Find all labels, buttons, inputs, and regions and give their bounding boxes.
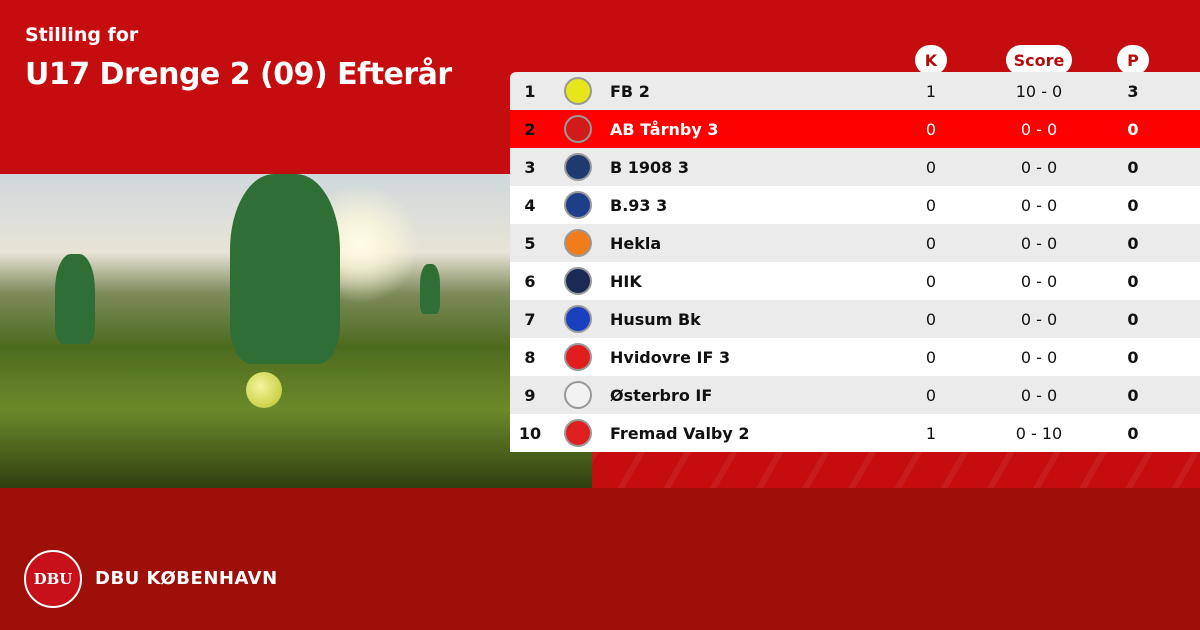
- football-photo: [0, 174, 592, 488]
- player-figure: [420, 264, 440, 314]
- matches-played: 0: [925, 271, 937, 291]
- team-name: Husum Bk: [610, 309, 701, 329]
- table-row[interactable]: 4 B.93 3 0 0 - 0 0: [510, 186, 1200, 224]
- rank: 1: [524, 81, 536, 101]
- team-logo-icon: [564, 115, 592, 143]
- matches-played: 1: [925, 423, 937, 443]
- goal-score: 0 - 0: [1020, 233, 1058, 253]
- team-logo-icon: [564, 305, 592, 333]
- footer-background: [0, 488, 1200, 630]
- background-pattern: [592, 452, 1200, 488]
- rank: 9: [524, 385, 536, 405]
- page-title: U17 Drenge 2 (09) Efterår: [25, 57, 452, 92]
- team-logo-icon: [564, 419, 592, 447]
- rank: 5: [524, 233, 536, 253]
- matches-played: 1: [925, 81, 937, 101]
- rank: 7: [524, 309, 536, 329]
- brand-name: DBU KØBENHAVN: [95, 568, 278, 589]
- rank: 2: [524, 119, 536, 139]
- team-name: Fremad Valby 2: [610, 423, 750, 443]
- team-name: HIK: [610, 271, 642, 291]
- table-row[interactable]: 8 Hvidovre IF 3 0 0 - 0 0: [510, 338, 1200, 376]
- team-name: Hvidovre IF 3: [610, 347, 731, 367]
- team-logo-icon: [564, 267, 592, 295]
- team-name: FB 2: [610, 81, 650, 101]
- team-logo-icon: [564, 343, 592, 371]
- dbu-logo: DBU: [24, 550, 82, 608]
- rank: 4: [524, 195, 536, 215]
- matches-played: 0: [925, 195, 937, 215]
- column-header-k[interactable]: K: [915, 45, 947, 75]
- rank: 6: [524, 271, 536, 291]
- goal-score: 0 - 0: [1020, 347, 1058, 367]
- matches-played: 0: [925, 385, 937, 405]
- points: 0: [1127, 233, 1139, 253]
- table-row[interactable]: 2 AB Tårnby 3 0 0 - 0 0: [510, 110, 1200, 148]
- table-row[interactable]: 5 Hekla 0 0 - 0 0: [510, 224, 1200, 262]
- matches-played: 0: [925, 157, 937, 177]
- points: 0: [1127, 423, 1139, 443]
- goal-score: 0 - 0: [1020, 157, 1058, 177]
- points: 0: [1127, 309, 1139, 329]
- goal-score: 0 - 0: [1020, 195, 1058, 215]
- team-logo-icon: [564, 77, 592, 105]
- column-header-p[interactable]: P: [1117, 45, 1149, 75]
- points: 0: [1127, 271, 1139, 291]
- team-name: Hekla: [610, 233, 662, 253]
- team-logo-icon: [564, 381, 592, 409]
- points: 0: [1127, 195, 1139, 215]
- player-figure: [230, 174, 340, 364]
- goal-score: 0 - 0: [1020, 309, 1058, 329]
- matches-played: 0: [925, 309, 937, 329]
- rank: 10: [518, 423, 542, 443]
- team-name: B.93 3: [610, 195, 668, 215]
- matches-played: 0: [925, 119, 937, 139]
- team-logo-icon: [564, 191, 592, 219]
- football: [246, 372, 282, 408]
- goal-score: 0 - 10: [1015, 423, 1063, 443]
- column-header-score[interactable]: Score: [1006, 45, 1072, 75]
- goal-score: 0 - 0: [1020, 385, 1058, 405]
- page-subtitle: Stilling for: [25, 24, 139, 46]
- table-row[interactable]: 10 Fremad Valby 2 1 0 - 10 0: [510, 414, 1200, 452]
- table-row[interactable]: 7 Husum Bk 0 0 - 0 0: [510, 300, 1200, 338]
- matches-played: 0: [925, 347, 937, 367]
- team-name: AB Tårnby 3: [610, 119, 719, 139]
- points: 0: [1127, 157, 1139, 177]
- goal-score: 10 - 0: [1015, 81, 1063, 101]
- table-row[interactable]: 9 Østerbro IF 0 0 - 0 0: [510, 376, 1200, 414]
- rank: 8: [524, 347, 536, 367]
- goal-score: 0 - 0: [1020, 119, 1058, 139]
- team-logo-icon: [564, 153, 592, 181]
- points: 0: [1127, 385, 1139, 405]
- table-row[interactable]: 1 FB 2 1 10 - 0 3: [510, 72, 1200, 110]
- team-logo-icon: [564, 229, 592, 257]
- goal-score: 0 - 0: [1020, 271, 1058, 291]
- team-name: B 1908 3: [610, 157, 689, 177]
- matches-played: 0: [925, 233, 937, 253]
- points: 0: [1127, 347, 1139, 367]
- table-row[interactable]: 3 B 1908 3 0 0 - 0 0: [510, 148, 1200, 186]
- points: 0: [1127, 119, 1139, 139]
- player-figure: [55, 254, 95, 344]
- team-name: Østerbro IF: [610, 385, 713, 405]
- table-row[interactable]: 6 HIK 0 0 - 0 0: [510, 262, 1200, 300]
- rank: 3: [524, 157, 536, 177]
- points: 3: [1127, 81, 1139, 101]
